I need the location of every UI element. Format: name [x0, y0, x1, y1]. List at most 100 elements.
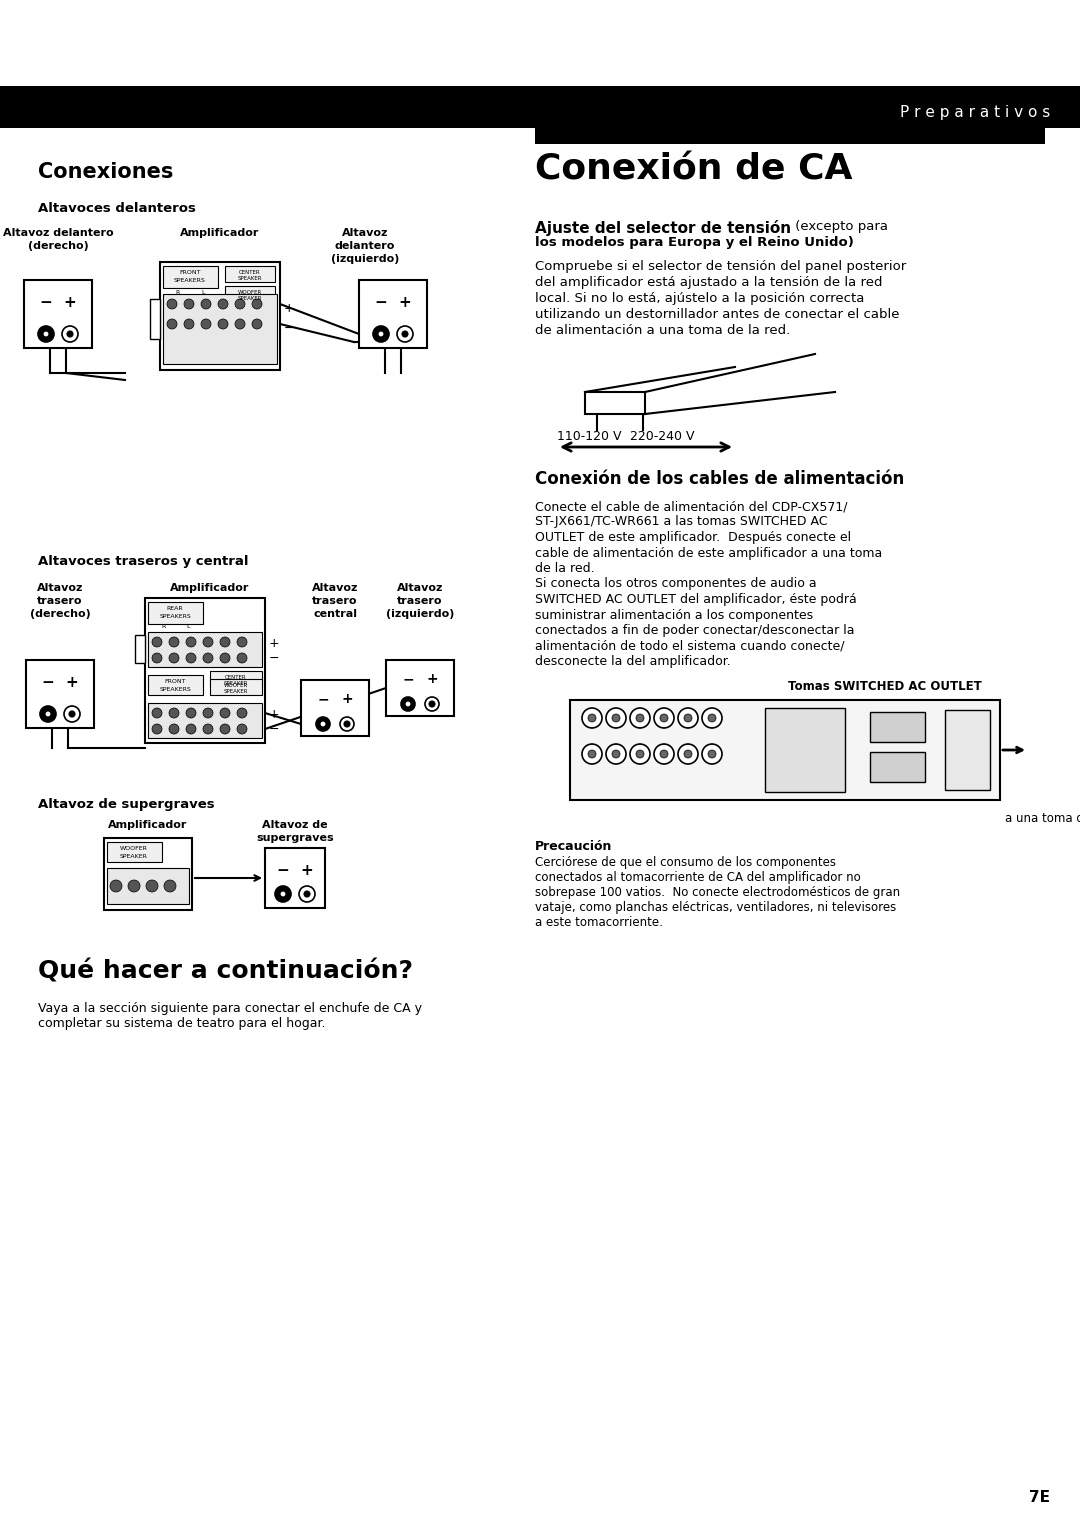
Text: trasero: trasero — [37, 596, 83, 607]
Text: −: − — [42, 675, 54, 691]
Text: SWITCHED AC OUTLET del amplificador, éste podrá: SWITCHED AC OUTLET del amplificador, ést… — [535, 593, 856, 607]
Bar — [945, 711, 990, 790]
Circle shape — [220, 724, 230, 733]
Circle shape — [345, 721, 350, 727]
Circle shape — [252, 319, 262, 329]
Bar — [107, 868, 189, 905]
Text: WOOFER: WOOFER — [224, 683, 248, 688]
Circle shape — [152, 652, 162, 663]
Text: central: central — [313, 610, 357, 619]
Circle shape — [218, 319, 228, 329]
Text: ST-JX661/TC-WR661 a las tomas SWITCHED AC: ST-JX661/TC-WR661 a las tomas SWITCHED A… — [535, 515, 827, 529]
Bar — [24, 280, 92, 348]
Circle shape — [654, 744, 674, 764]
Text: CENTER: CENTER — [239, 270, 260, 275]
Bar — [26, 660, 94, 727]
Circle shape — [588, 750, 596, 758]
Circle shape — [630, 744, 650, 764]
Text: Altavoz: Altavoz — [396, 584, 443, 593]
Text: del amplificador está ajustado a la tensión de la red: del amplificador está ajustado a la tens… — [535, 277, 882, 289]
Text: (derecho): (derecho) — [29, 610, 91, 619]
Circle shape — [708, 750, 716, 758]
Text: local. Si no lo está, ajústelo a la posición correcta: local. Si no lo está, ajústelo a la posi… — [535, 292, 864, 306]
Circle shape — [203, 707, 213, 718]
Text: Altavoces traseros y central: Altavoces traseros y central — [38, 555, 248, 568]
Circle shape — [684, 714, 692, 723]
Text: WOOFER: WOOFER — [120, 847, 148, 851]
Text: suministrar alimentación a los componentes: suministrar alimentación a los component… — [535, 608, 813, 622]
Circle shape — [184, 299, 194, 309]
Circle shape — [237, 637, 247, 646]
Circle shape — [237, 724, 247, 733]
Circle shape — [203, 637, 213, 646]
Bar — [210, 671, 262, 688]
Circle shape — [201, 299, 211, 309]
Text: Cerciórese de que el consumo de los componentes: Cerciórese de que el consumo de los comp… — [535, 856, 836, 869]
Text: de alimentación a una toma de la red.: de alimentación a una toma de la red. — [535, 324, 791, 338]
Text: SPEAKER: SPEAKER — [224, 689, 248, 694]
Circle shape — [402, 332, 408, 338]
Circle shape — [582, 707, 602, 727]
Circle shape — [280, 891, 286, 897]
Text: (derecho): (derecho) — [28, 241, 89, 251]
Circle shape — [636, 714, 644, 723]
Text: SPEAKER: SPEAKER — [224, 681, 248, 686]
Text: R: R — [176, 290, 180, 295]
Text: −: − — [375, 295, 388, 310]
Circle shape — [220, 637, 230, 646]
Circle shape — [654, 707, 674, 727]
Circle shape — [660, 714, 669, 723]
Circle shape — [168, 724, 179, 733]
Circle shape — [168, 637, 179, 646]
Circle shape — [167, 319, 177, 329]
Circle shape — [678, 707, 698, 727]
Circle shape — [167, 299, 177, 309]
Circle shape — [62, 325, 78, 342]
Circle shape — [378, 332, 384, 338]
Circle shape — [606, 707, 626, 727]
Text: −: − — [269, 723, 280, 736]
Circle shape — [237, 652, 247, 663]
Text: SPEAKER: SPEAKER — [238, 277, 262, 281]
Text: completar su sistema de teatro para el hogar.: completar su sistema de teatro para el h… — [38, 1018, 325, 1030]
Circle shape — [320, 721, 326, 727]
Text: Altavoz: Altavoz — [37, 584, 83, 593]
Circle shape — [303, 891, 310, 897]
Text: de la red.: de la red. — [535, 562, 595, 575]
Text: SPEAKER: SPEAKER — [238, 296, 262, 301]
Circle shape — [184, 319, 194, 329]
Text: −: − — [40, 295, 52, 310]
Text: Compruebe si el selector de tensión del panel posterior: Compruebe si el selector de tensión del … — [535, 260, 906, 274]
Text: a una toma de la red: a una toma de la red — [1005, 811, 1080, 825]
Circle shape — [164, 880, 176, 892]
Text: SPEAKERS: SPEAKERS — [159, 614, 191, 619]
Bar — [104, 837, 192, 911]
Circle shape — [64, 706, 80, 723]
Text: cable de alimentación de este amplificador a una toma: cable de alimentación de este amplificad… — [535, 547, 882, 559]
Text: Ajuste del selector de tensión: Ajuste del selector de tensión — [535, 220, 792, 235]
Text: Vaya a la sección siguiente para conectar el enchufe de CA y: Vaya a la sección siguiente para conecta… — [38, 1002, 422, 1015]
Circle shape — [237, 707, 247, 718]
Circle shape — [373, 325, 389, 342]
Text: Qué hacer a continuación?: Qué hacer a continuación? — [38, 960, 413, 984]
Text: REAR: REAR — [166, 607, 184, 611]
Text: Conecte el cable de alimentación del CDP-CX571/: Conecte el cable de alimentación del CDP… — [535, 500, 848, 513]
Circle shape — [203, 652, 213, 663]
Text: conectados al tomacorriente de CA del amplificador no: conectados al tomacorriente de CA del am… — [535, 871, 861, 885]
Text: Amplificador: Amplificador — [108, 821, 188, 830]
Text: 110-120 V: 110-120 V — [557, 429, 621, 443]
Circle shape — [612, 714, 620, 723]
Text: −: − — [402, 672, 414, 686]
Text: P r e p a r a t i v o s: P r e p a r a t i v o s — [900, 105, 1050, 121]
Bar — [765, 707, 845, 792]
Circle shape — [636, 750, 644, 758]
Text: Altavoz de: Altavoz de — [262, 821, 328, 830]
Circle shape — [40, 706, 56, 723]
Text: sobrepase 100 vatios.  No conecte electrodomésticos de gran: sobrepase 100 vatios. No conecte electro… — [535, 886, 900, 898]
Text: Amplificador: Amplificador — [171, 584, 249, 593]
Bar — [585, 393, 645, 414]
Text: Altavoz de supergraves: Altavoz de supergraves — [38, 798, 215, 811]
Text: trasero: trasero — [312, 596, 357, 607]
Bar — [145, 597, 265, 743]
Text: SPEAKERS: SPEAKERS — [159, 688, 191, 692]
